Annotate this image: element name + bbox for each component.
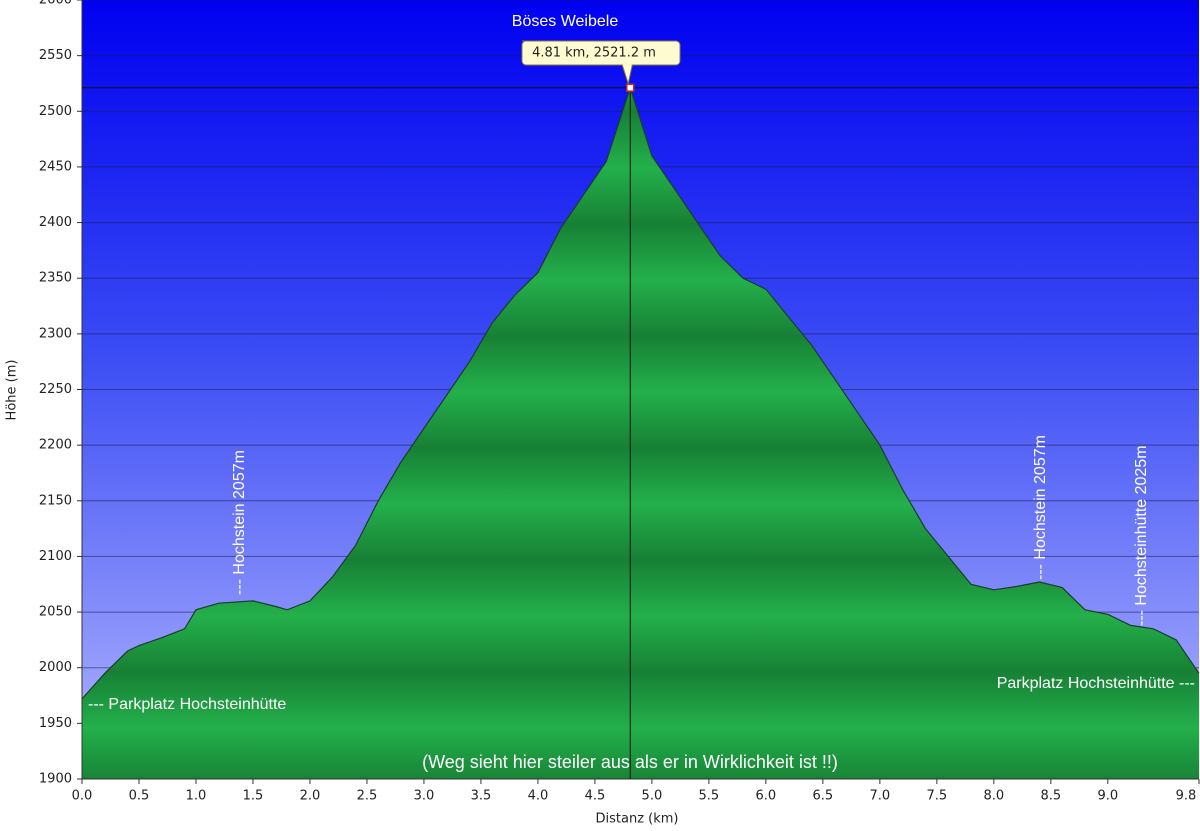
x-tick-label: 3.5 <box>471 789 492 804</box>
x-tick-label: 9.8 <box>1176 789 1197 804</box>
x-tick-label: 0.5 <box>129 789 150 804</box>
annotation: --- Hochstein 2057m <box>1032 435 1049 580</box>
y-tick-label: 2450 <box>39 159 72 174</box>
x-tick-label: 2.5 <box>357 789 378 804</box>
x-tick-label: 9.0 <box>1097 789 1118 804</box>
y-tick-label: 2000 <box>39 660 72 675</box>
x-tick-label: 6.0 <box>756 789 777 804</box>
x-tick-label: 2.0 <box>300 789 321 804</box>
x-tick-label: 7.0 <box>870 789 891 804</box>
y-tick-label: 2500 <box>39 104 72 119</box>
x-tick-label: 8.5 <box>1040 789 1061 804</box>
annotation: (Weg sieht hier steiler aus als er in Wi… <box>422 752 838 772</box>
y-tick-label: 2200 <box>39 438 72 453</box>
x-tick-label: 5.0 <box>642 789 663 804</box>
annotation: Parkplatz Hochsteinhütte --- <box>997 675 1195 692</box>
area <box>82 87 1199 779</box>
peak-marker <box>625 83 635 92</box>
tooltip-text: 4.81 km, 2521.2 m <box>532 46 656 61</box>
y-tick-label: 2350 <box>39 271 72 286</box>
y-tick-label: 2300 <box>39 326 72 341</box>
y-tick-label: 2150 <box>39 493 72 508</box>
x-tick-label: 4.5 <box>585 789 606 804</box>
annotation: --- Parkplatz Hochsteinhütte <box>88 696 286 713</box>
y-tick-label: 1950 <box>39 716 72 731</box>
x-tick-label: 4.0 <box>528 789 549 804</box>
x-tick-label: 0.0 <box>72 789 93 804</box>
y-tick-label: 2100 <box>39 549 72 564</box>
x-tick-label: 7.5 <box>927 789 948 804</box>
chart-title: Böses Weibele <box>512 13 619 30</box>
annotation: --- Hochsteinhütte 2025m <box>1133 445 1150 626</box>
y-tick-label: 2550 <box>39 48 72 63</box>
y-tick-label: 2600 <box>39 0 72 8</box>
y-tick-label: 2250 <box>39 382 72 397</box>
x-tick-label: 1.5 <box>243 789 264 804</box>
x-tick-label: 5.5 <box>699 789 720 804</box>
x-tick-label: 8.0 <box>983 789 1004 804</box>
y-tick-label: 2400 <box>39 215 72 230</box>
annotation: --- Hochstein 2057m <box>231 450 248 595</box>
x-tick-label: 3.0 <box>414 789 435 804</box>
x-tick-label: 1.0 <box>186 789 207 804</box>
y-axis-label: Höhe (m) <box>5 360 20 421</box>
y-tick-label: 1900 <box>39 772 72 787</box>
y-tick-label: 2050 <box>39 605 72 620</box>
x-axis-label: Distanz (km) <box>596 812 679 827</box>
tooltip-box <box>521 40 681 86</box>
x-tick-label: 6.5 <box>813 789 834 804</box>
